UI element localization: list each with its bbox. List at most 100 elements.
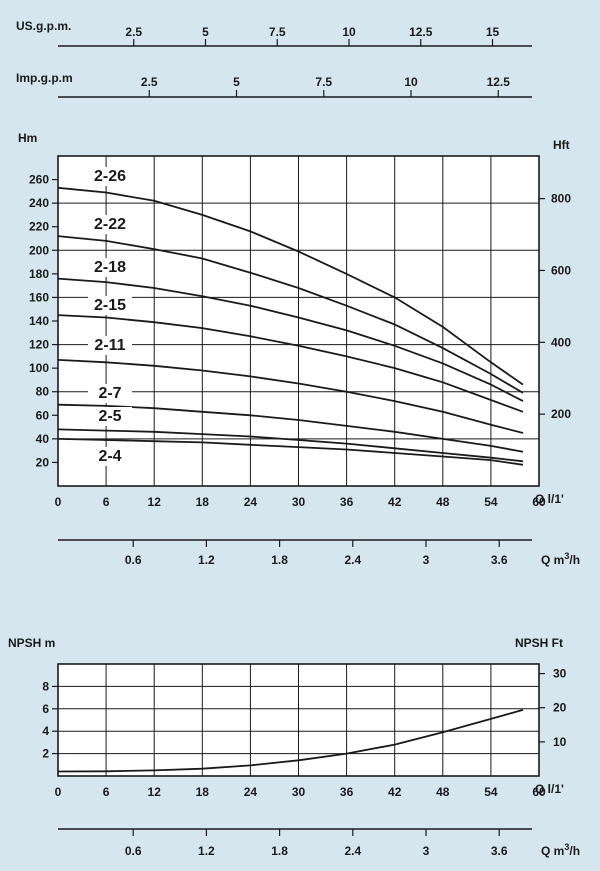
hm-tick-label: 200 — [29, 243, 49, 257]
hft-tick-label: 400 — [551, 335, 571, 349]
npsh-flow-axis-title: Q l/1' — [535, 782, 564, 796]
npsh-m3h-tick-label: 3 — [423, 844, 430, 858]
imp-gpm-axis-title: Imp.g.p.m — [16, 71, 73, 85]
hm-tick-label: 40 — [36, 432, 50, 446]
curve-label-2-15: 2-15 — [94, 297, 126, 314]
npsh-flow-tick-label: 24 — [244, 785, 258, 799]
imp-gpm-tick-label: 2.5 — [141, 75, 158, 89]
hm-axis-title: Hm — [18, 131, 37, 145]
npsh-flow-tick-label: 42 — [388, 785, 402, 799]
curve-label-backdrop — [88, 258, 132, 277]
curve-label-backdrop — [88, 167, 132, 186]
hm-tick-label: 20 — [36, 455, 50, 469]
npsh-m3h-tick-label: 0.6 — [125, 844, 142, 858]
head-flow-axis-title: Q l/1' — [535, 492, 564, 506]
hm-tick-label: 260 — [29, 173, 49, 187]
npsh-ft-axis-title: NPSH Ft — [515, 636, 563, 650]
us-gpm-tick-label: 5 — [202, 25, 209, 39]
npsh-curve — [57, 709, 524, 773]
us-gpm-tick-label: 15 — [486, 25, 500, 39]
hft-tick-label: 600 — [551, 263, 571, 277]
imp-gpm-tick-label: 12.5 — [487, 75, 511, 89]
npsh-flow-tick-label: 6 — [103, 785, 110, 799]
npsh-m3h-tick-label: 1.8 — [271, 844, 288, 858]
head-flow-tick-label: 42 — [388, 495, 402, 509]
npsh-m3h-tick-label: 1.2 — [198, 844, 215, 858]
hft-axis-title: Hft — [553, 138, 570, 152]
hm-tick-label: 100 — [29, 361, 49, 375]
curve-label-2-18: 2-18 — [94, 259, 126, 276]
npsh-m3h-tick-label: 3.6 — [491, 844, 508, 858]
hm-tick-label: 120 — [29, 338, 49, 352]
curve-label-2-5: 2-5 — [98, 408, 121, 425]
head-m3h-tick-label: 3 — [423, 553, 430, 567]
head-flow-tick-label: 24 — [244, 495, 258, 509]
head-flow-tick-label: 6 — [103, 495, 110, 509]
head-m3h-tick-label: 2.4 — [344, 553, 361, 567]
curve-label-backdrop — [88, 384, 132, 403]
hft-tick-label: 200 — [551, 407, 571, 421]
npsh-flow-tick-label: 30 — [292, 785, 306, 799]
npsh-m-tick-label: 2 — [42, 747, 49, 761]
npsh-flow-tick-label: 18 — [196, 785, 210, 799]
hft-tick-label: 800 — [551, 192, 571, 206]
us-gpm-tick-label: 7.5 — [269, 25, 286, 39]
head-m3h-axis-title: Q m3/h — [541, 551, 580, 567]
npsh-flow-tick-label: 36 — [340, 785, 354, 799]
us-gpm-tick-label: 2.5 — [125, 25, 142, 39]
imp-gpm-tick-label: 10 — [404, 75, 418, 89]
pump-curve-2-7 — [57, 403, 524, 453]
npsh-flow-tick-label: 54 — [484, 785, 498, 799]
hm-tick-label: 240 — [29, 196, 49, 210]
npsh-m-axis-title: NPSH m — [8, 636, 55, 650]
head-m3h-tick-label: 3.6 — [491, 553, 508, 567]
curve-label-2-26: 2-26 — [94, 168, 126, 185]
head-flow-tick-label: 48 — [436, 495, 450, 509]
head-m3h-tick-label: 1.8 — [271, 553, 288, 567]
npsh-m3h-axis-title: Q m3/h — [541, 842, 580, 858]
curve-label-2-22: 2-22 — [94, 216, 126, 233]
npsh-m-tick-label: 6 — [42, 702, 49, 716]
head-flow-tick-label: 54 — [484, 495, 498, 509]
pump-curve-2-11 — [57, 359, 524, 434]
npsh-flow-tick-label: 12 — [148, 785, 162, 799]
pump-curve-2-4 — [57, 438, 524, 466]
curve-label-2-7: 2-7 — [98, 385, 121, 402]
head-flow-tick-label: 36 — [340, 495, 354, 509]
curve-label-2-4: 2-4 — [98, 448, 121, 465]
us-gpm-tick-label: 10 — [342, 25, 356, 39]
curve-label-backdrop — [88, 215, 132, 234]
head-flow-tick-label: 0 — [55, 495, 62, 509]
hm-tick-label: 180 — [29, 267, 49, 281]
curve-label-2-11: 2-11 — [94, 337, 125, 354]
curve-label-backdrop — [88, 336, 132, 355]
hm-tick-label: 60 — [36, 408, 50, 422]
imp-gpm-tick-label: 7.5 — [315, 75, 332, 89]
npsh-ft-tick-label: 30 — [553, 667, 567, 681]
curve-label-backdrop — [88, 407, 132, 426]
npsh-ft-tick-label: 10 — [553, 735, 567, 749]
hm-tick-label: 220 — [29, 220, 49, 234]
head-m3h-tick-label: 1.2 — [198, 553, 215, 567]
head-flow-tick-label: 30 — [292, 495, 306, 509]
imp-gpm-tick-label: 5 — [233, 75, 240, 89]
head-flow-tick-label: 18 — [196, 495, 210, 509]
head-flow-tick-label: 12 — [148, 495, 162, 509]
us-gpm-axis-title: US.g.p.m. — [16, 19, 71, 33]
pump-curve-2-15 — [57, 314, 524, 413]
npsh-ft-tick-label: 20 — [553, 701, 567, 715]
pump-curve-2-5 — [57, 428, 524, 463]
curve-label-backdrop — [88, 296, 132, 315]
npsh-m-tick-label: 8 — [42, 679, 49, 693]
npsh-m-tick-label: 4 — [42, 724, 49, 738]
pump-curve-2-22 — [57, 235, 524, 394]
head-flow-tick-label: 60 — [532, 495, 546, 509]
head-m3h-tick-label: 0.6 — [125, 553, 142, 567]
us-gpm-tick-label: 12.5 — [409, 25, 433, 39]
npsh-m3h-tick-label: 2.4 — [344, 844, 361, 858]
npsh-flow-tick-label: 0 — [55, 785, 62, 799]
hm-tick-label: 140 — [29, 314, 49, 328]
hm-tick-label: 160 — [29, 290, 49, 304]
